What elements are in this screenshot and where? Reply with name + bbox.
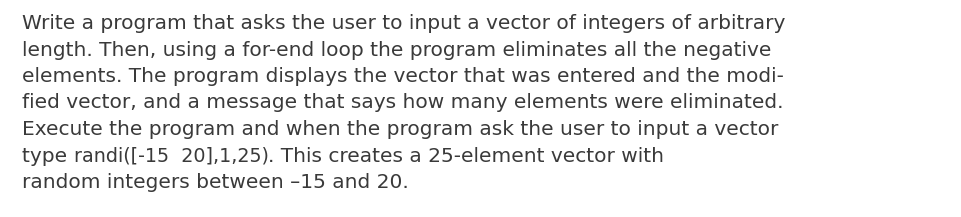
Text: type: type (22, 146, 73, 166)
Text: random integers between –15 and 20.: random integers between –15 and 20. (22, 173, 408, 192)
Text: . This creates a 25-element vector with: . This creates a 25-element vector with (268, 146, 664, 166)
Text: Write a program that asks the user to input a vector of integers of arbitrary: Write a program that asks the user to in… (22, 14, 784, 33)
Text: randi([-15  20],1,25): randi([-15 20],1,25) (73, 146, 268, 166)
Text: fied vector, and a message that says how many elements were eliminated.: fied vector, and a message that says how… (22, 94, 782, 112)
Text: Execute the program and when the program ask the user to input a vector: Execute the program and when the program… (22, 120, 777, 139)
Text: elements. The program displays the vector that was entered and the modi-: elements. The program displays the vecto… (22, 67, 783, 86)
Text: length. Then, using a for-end loop the program eliminates all the negative: length. Then, using a for-end loop the p… (22, 41, 771, 59)
